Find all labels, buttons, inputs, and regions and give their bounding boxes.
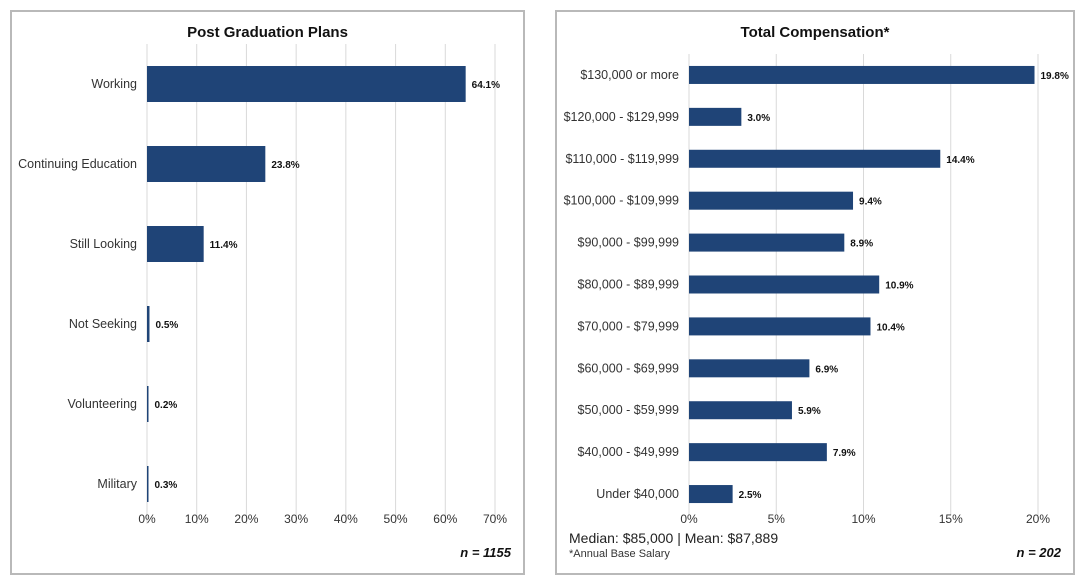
category-label: $70,000 - $79,999 (578, 319, 680, 333)
x-tick-label: 30% (284, 512, 308, 526)
x-tick-label: 15% (939, 512, 963, 526)
bar (689, 485, 733, 504)
category-label: $80,000 - $89,999 (578, 278, 680, 292)
footnote: *Annual Base Salary (569, 548, 670, 560)
x-tick-label: 10% (851, 512, 875, 526)
sample-size-label: n = 202 (1016, 545, 1061, 560)
x-tick-label: 10% (185, 512, 209, 526)
bar (147, 386, 149, 422)
category-label: Continuing Education (18, 157, 137, 171)
category-label: $60,000 - $69,999 (578, 361, 680, 375)
category-label: $110,000 - $119,999 (565, 152, 679, 166)
x-tick-label: 40% (334, 512, 358, 526)
x-tick-label: 60% (433, 512, 457, 526)
bar (689, 275, 880, 294)
bar (689, 233, 845, 252)
chart-title: Post Graduation Plans (187, 24, 348, 41)
x-tick-label: 50% (384, 512, 408, 526)
category-label: $100,000 - $109,999 (564, 194, 679, 208)
data-label: 0.3% (155, 480, 178, 491)
category-label: Under $40,000 (596, 487, 679, 501)
category-label: $50,000 - $59,999 (578, 403, 680, 417)
post-graduation-plans-chart: 0% 10% 20% 30% 40% 50% 60% 70% Working 64.1% Conti… (18, 44, 507, 526)
category-label: Still Looking (70, 237, 137, 251)
data-label: 23.8% (271, 160, 299, 171)
data-label: 5.9% (798, 406, 821, 417)
total-compensation-panel: Total Compensation* 0% 5% 10% 15% 20% $130,00… (555, 10, 1075, 575)
category-label: $130,000 or more (580, 68, 679, 82)
data-label: 0.2% (155, 400, 178, 411)
category-label: $120,000 - $129,999 (564, 110, 679, 124)
category-label: Not Seeking (69, 317, 137, 331)
bar (147, 466, 149, 502)
bar (147, 66, 466, 102)
data-label: 10.4% (876, 322, 904, 333)
data-label: 10.9% (885, 281, 913, 292)
data-label: 8.9% (850, 239, 873, 250)
bar (147, 306, 150, 342)
bar (689, 107, 742, 126)
chart-title: Total Compensation* (740, 24, 890, 41)
category-label: Volunteering (67, 397, 137, 411)
data-label: 0.5% (155, 320, 178, 331)
x-tick-label: 70% (483, 512, 507, 526)
bar (147, 146, 266, 182)
bar (689, 65, 1035, 84)
data-label: 3.0% (747, 113, 770, 124)
post-graduation-plans-panel: Post Graduation Plans 0% 10% 20% 30% 40% 50% 6… (10, 10, 525, 575)
median-mean-stats: Median: $85,000 | Mean: $87,889 (569, 530, 779, 546)
bar (689, 149, 941, 168)
x-tick-label: 20% (1026, 512, 1050, 526)
total-compensation-chart: 0% 5% 10% 15% 20% $130,000 or more 19.8% $120,0… (564, 54, 1069, 526)
sample-size-label: n = 1155 (460, 545, 511, 560)
data-label: 6.9% (815, 364, 838, 375)
data-label: 14.4% (946, 155, 974, 166)
x-tick-label: 0% (680, 512, 698, 526)
data-label: 2.5% (739, 490, 762, 501)
data-label: 9.4% (859, 197, 882, 208)
data-label: 19.8% (1041, 71, 1069, 82)
bar (689, 359, 810, 378)
x-tick-label: 20% (234, 512, 258, 526)
x-tick-label: 5% (768, 512, 786, 526)
bar (147, 226, 204, 262)
bar (689, 317, 871, 336)
category-label: Working (91, 77, 137, 91)
x-tick-label: 0% (138, 512, 156, 526)
category-label: $40,000 - $49,999 (578, 445, 680, 459)
category-label: $90,000 - $99,999 (578, 236, 680, 250)
bar (689, 401, 792, 420)
bar (689, 191, 854, 210)
data-label: 64.1% (472, 80, 500, 91)
category-label: Military (97, 477, 137, 491)
data-label: 11.4% (210, 240, 238, 251)
bar (689, 443, 827, 462)
data-label: 7.9% (833, 448, 856, 459)
